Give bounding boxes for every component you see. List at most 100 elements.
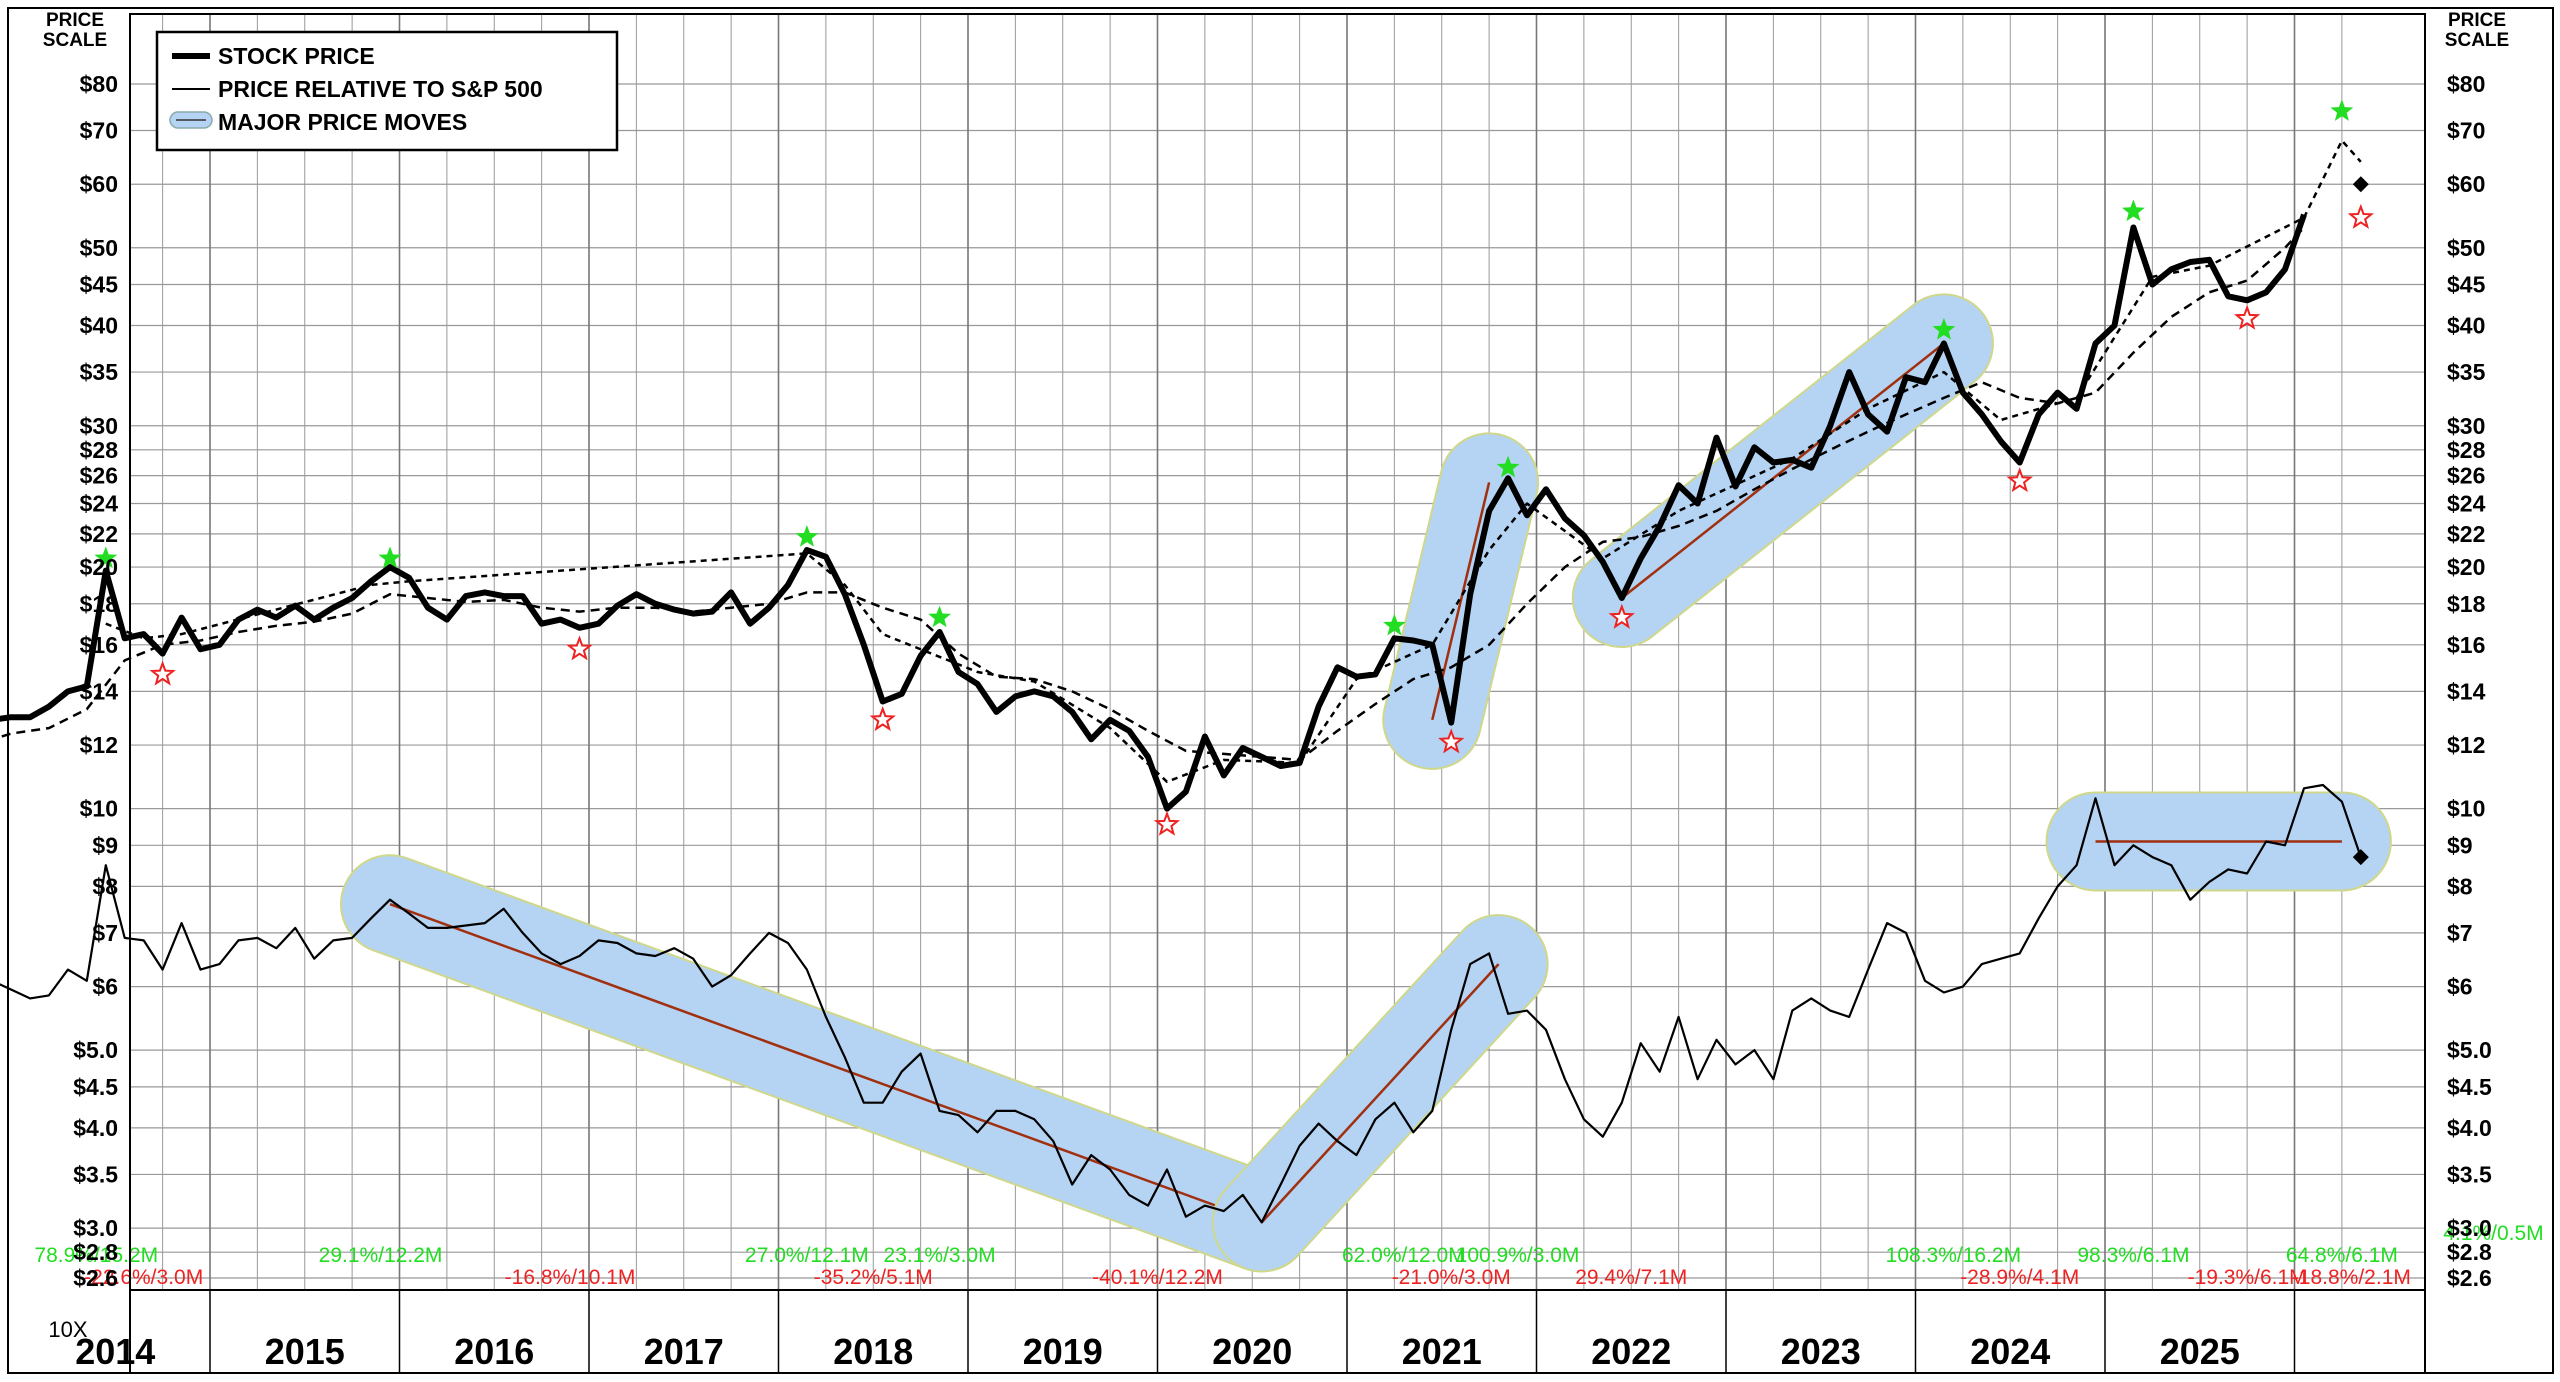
low-star-marker [869,706,896,732]
move-annotation: 98.3%/6.1M [2077,1244,2189,1267]
y-tick-label-left: $6 [92,974,118,1000]
y-tick-label-right: $4.5 [2447,1074,2492,1100]
y-tick-label-right: $2.6 [2447,1265,2492,1291]
y-tick-label-right: $22 [2447,521,2485,547]
high-star-marker [94,546,118,569]
low-star-marker [2006,467,2033,493]
y-tick-label-left: $9 [92,832,118,858]
y-tick-label-right: $40 [2447,313,2485,339]
y-tick-label-left: $4.5 [73,1074,118,1100]
year-label: 2025 [2160,1331,2240,1372]
current-value-marker [2352,849,2369,866]
y-tick-label-right: $16 [2447,632,2485,658]
major-price-moves [340,293,2392,1273]
y-tick-label-right: $6 [2447,974,2473,1000]
y-tick-label-left: $12 [80,732,118,758]
y-tick-label-left: $22 [80,521,118,547]
move-annotation: -16.8%/10.1M [505,1266,636,1289]
y-tick-label-left: $30 [80,413,118,439]
y-tick-label-right: $3.5 [2447,1161,2492,1187]
y-tick-label-left: $14 [80,678,119,704]
move-annotation: -40.1%/12.2M [1092,1266,1223,1289]
pivot-stars [94,99,2375,836]
move-annotation: 23.1%/3.0M [884,1244,996,1267]
y-tick-label-left: $3.5 [73,1161,118,1187]
y-tick-label-right: $12 [2447,732,2485,758]
move-annotations: 78.9%/15.2M-22.6%/3.0M 29.1%/12.2M -16.8%/… [34,1222,2543,1289]
y-tick-label-left: $5.0 [73,1037,118,1063]
legend-box [155,30,619,152]
y-tick-label-left: $18 [80,591,119,617]
move-annotation: 78.9%/15.2M [34,1244,158,1267]
legend-label-moves: MAJOR PRICE MOVES [218,109,467,135]
y-tick-label-left: $28 [80,437,119,463]
move-annotation: -21.0%/3.0M [1392,1266,1511,1289]
series-line-dashed-short [105,139,2362,784]
price-scale-label-right-2: SCALE [2445,30,2509,51]
y-tick-label-left: $7 [92,920,118,946]
high-star-marker [2122,199,2145,222]
year-label: 2017 [644,1331,724,1372]
low-star-marker [1438,728,1465,754]
y-tick-label-right: $50 [2447,235,2485,261]
move-annotation: 100.9%/3.0M [1456,1244,1580,1267]
series-line-thick [0,213,2307,812]
y-tick-label-right: $70 [2447,118,2485,144]
price-scale-label-left-2: SCALE [43,30,107,51]
current-value-marker [2352,176,2369,193]
y-tick-label-right: $8 [2447,873,2473,899]
y-tick-label-right: $45 [2447,271,2486,297]
year-label: 2022 [1591,1331,1671,1372]
year-label: 2016 [454,1331,534,1372]
move-annotation: -18.8%/2.1M [2292,1266,2411,1289]
series-lines [0,139,2369,1224]
move-annotation: -35.2%/5.1M [814,1266,933,1289]
low-star-marker [566,635,593,661]
high-star-marker [928,605,951,628]
move-annotation: -19.3%/6.1M [2188,1266,2307,1289]
y-tick-label-left: $35 [80,359,119,385]
year-label: 2019 [1023,1331,1103,1372]
y-tick-label-left: $24 [80,491,119,517]
y-tick-label-right: $28 [2447,437,2486,463]
legend-label-stock: STOCK PRICE [218,43,375,69]
y-tick-label-right: $80 [2447,71,2485,97]
series-line-thin [0,783,2362,1224]
move-trendline [1620,342,1945,600]
low-star-marker [2347,203,2375,229]
series-line-dashed [0,226,2305,762]
move-annotation: 29.1%/12.2M [319,1244,443,1267]
y-tick-label-right: $30 [2447,413,2485,439]
y-tick-label-left: $2.6 [73,1265,118,1291]
high-star-marker [795,525,819,547]
y-tick-label-right: $5.0 [2447,1037,2492,1063]
y-tick-label-right: $24 [2447,491,2486,517]
y-tick-label-right: $3.0 [2447,1215,2492,1241]
axes: $80 $80 $70 $70 $60 $60 $50 $50 $45 $45 $40 $40 $35 $… [7,7,2554,1374]
grid [130,14,2425,1290]
y-tick-label-left: $70 [80,118,118,144]
y-tick-label-left: $3.0 [73,1215,118,1241]
move-trendline [389,903,1263,1224]
y-tick-label-left: $2.8 [73,1239,118,1265]
y-tick-label-right: $26 [2447,463,2485,489]
move-annotation: 62.0%/12.0M [1342,1244,1466,1267]
y-tick-label-right: $4.0 [2447,1115,2492,1141]
y-tick-label-left: $20 [80,554,118,580]
high-star-marker [1496,455,1520,478]
y-tick-label-left: $50 [80,235,118,261]
legend: STOCK PRICE PRICE RELATIVE TO S&P 500 MA… [155,30,619,152]
y-tick-label-left: $60 [80,171,118,197]
high-star-marker [1932,317,1956,340]
year-label: 2018 [833,1331,913,1372]
move-annotation: -22.6%/3.0M [84,1266,203,1289]
y-tick-label-right: $9 [2447,832,2473,858]
move-annotation: 4.1%/0.5M [2443,1222,2543,1245]
move-annotation: -28.9%/4.1M [1960,1266,2079,1289]
high-star-marker [2330,99,2354,121]
move-annotation: 27.0%/12.1M [745,1244,869,1267]
high-star-marker [1383,613,1406,636]
y-tick-label-right: $7 [2447,920,2473,946]
y-tick-label-right: $10 [2447,796,2485,822]
